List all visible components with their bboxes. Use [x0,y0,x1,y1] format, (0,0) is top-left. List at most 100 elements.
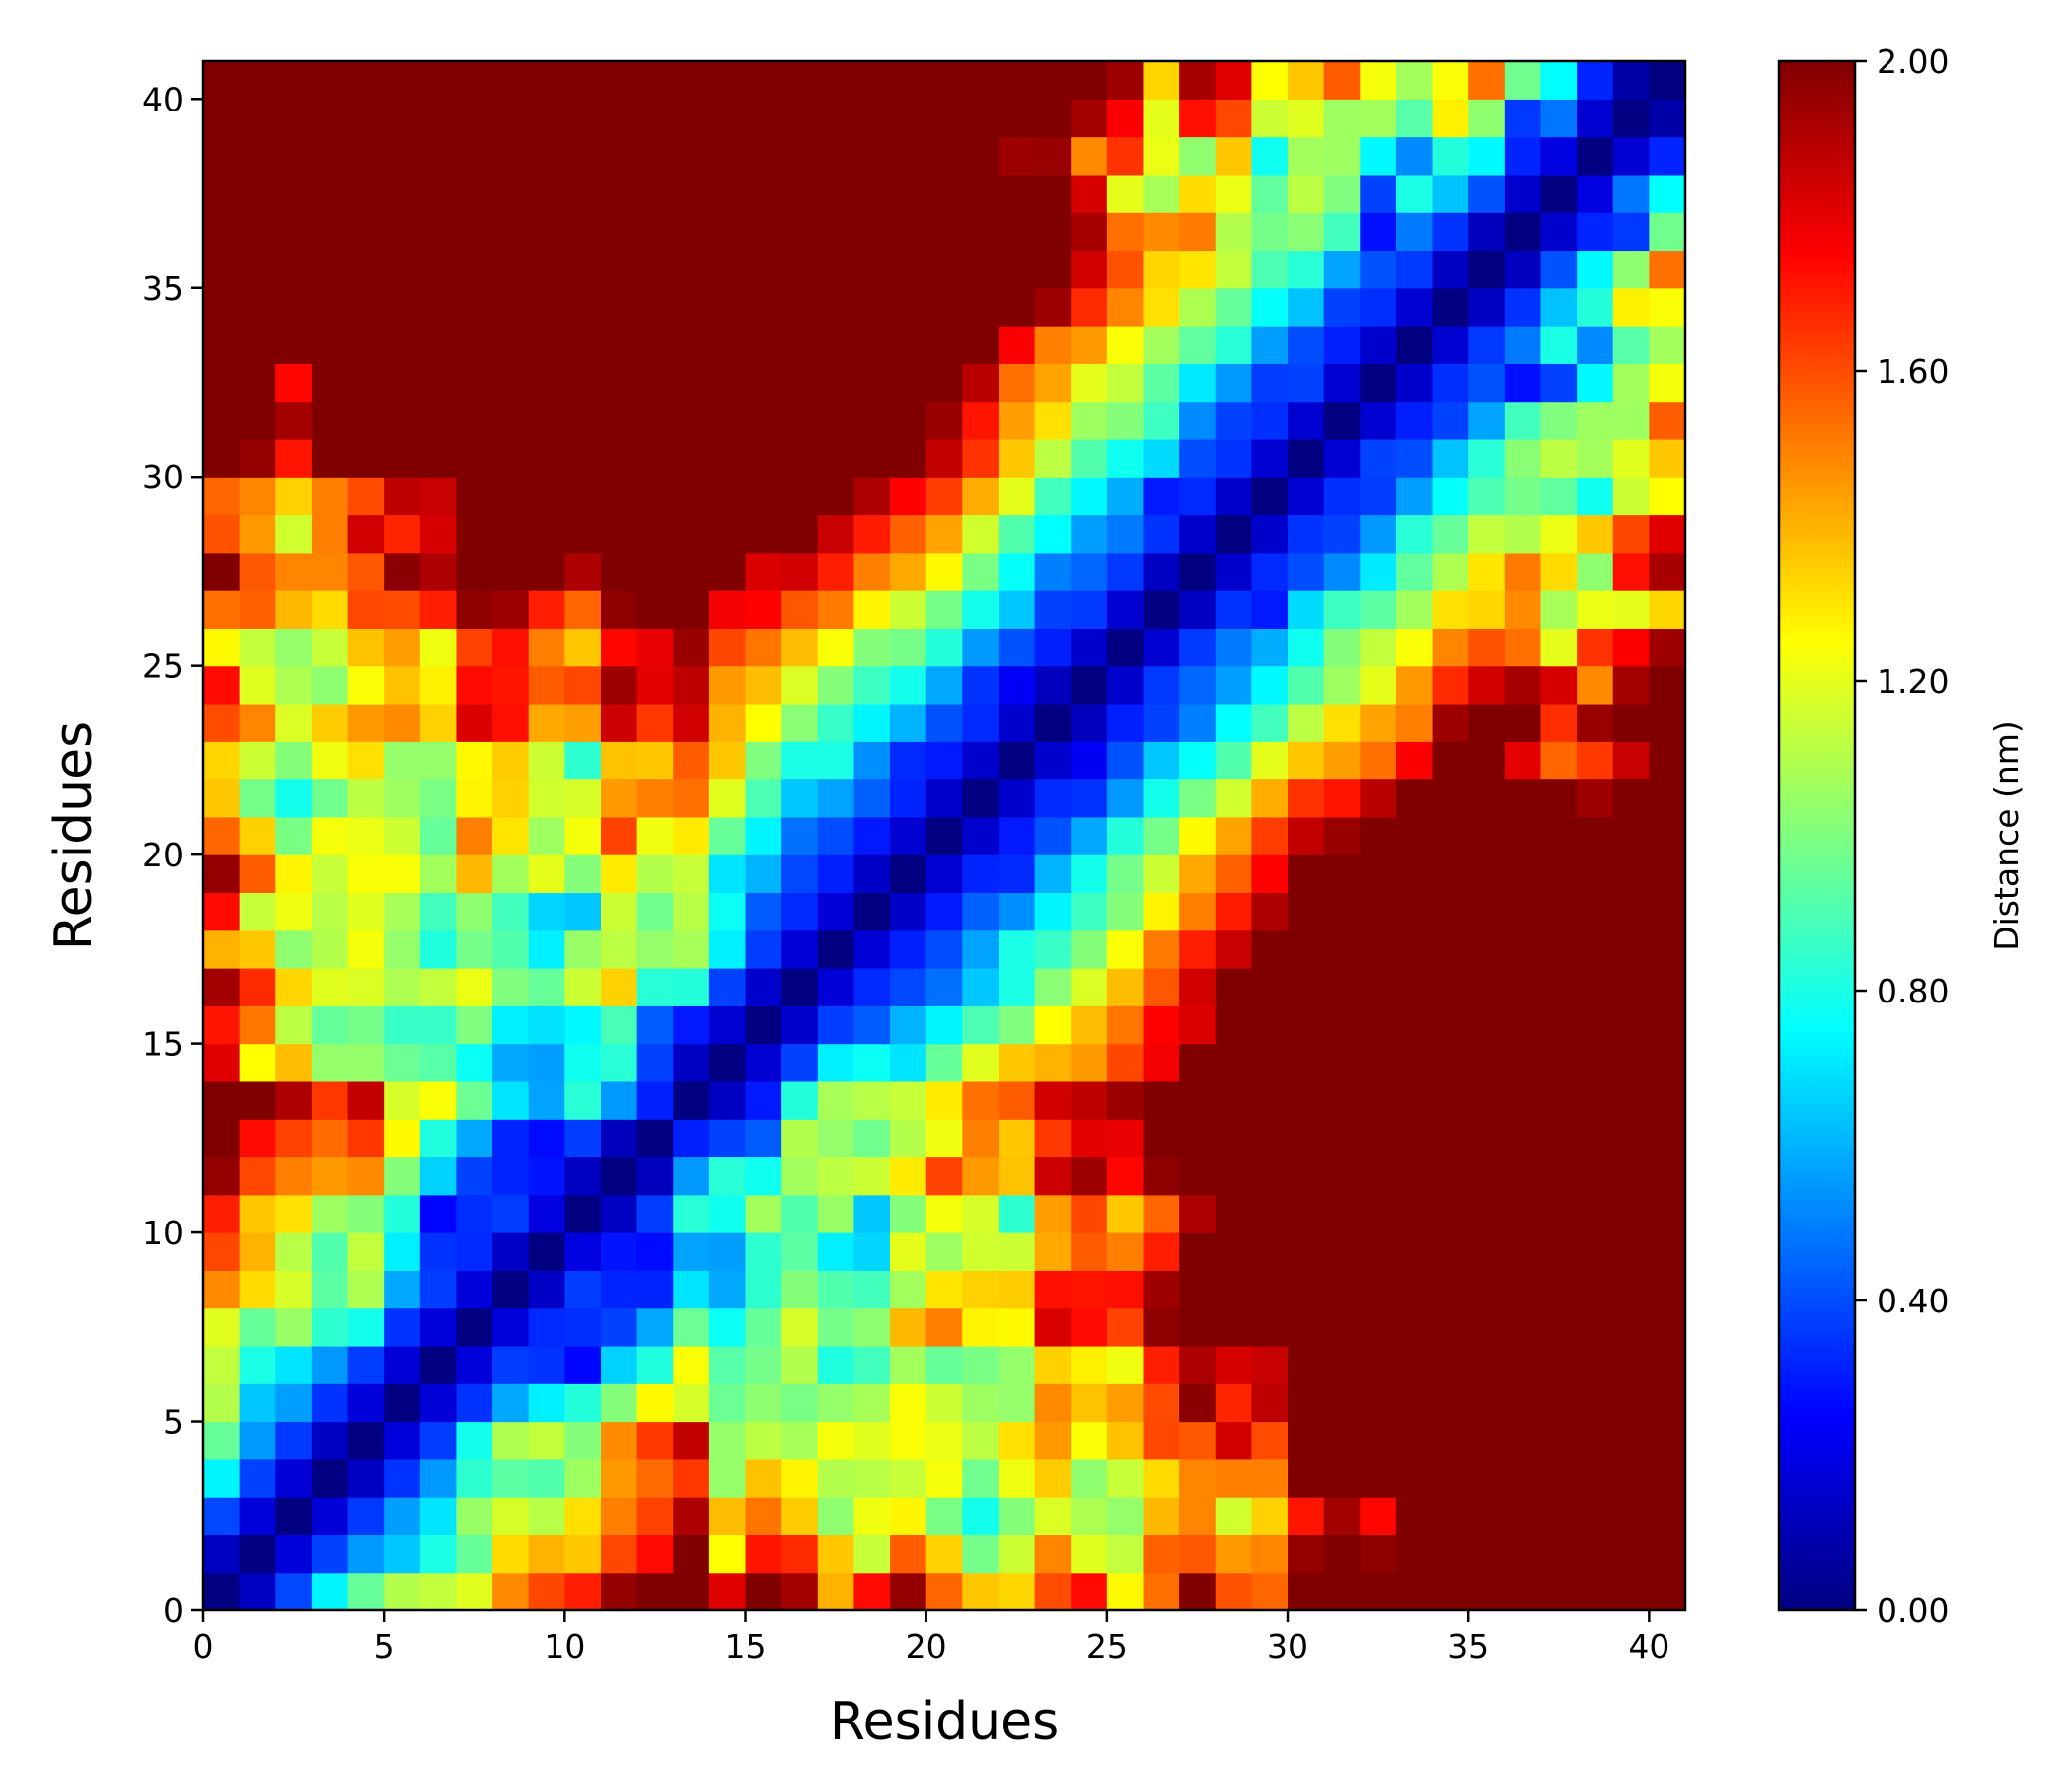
heatmap-cell [673,816,710,855]
heatmap-cell [1179,1080,1217,1120]
heatmap-cell [384,174,421,213]
heatmap-cell [1034,816,1072,855]
heatmap-cell [853,250,891,289]
heatmap-cell [203,363,241,403]
heatmap-cell [203,1270,241,1309]
heatmap-cell [1612,1383,1650,1423]
heatmap-cell [817,968,855,1006]
heatmap-cell [384,438,421,478]
heatmap-cell [636,1232,674,1271]
heatmap-cell [1649,174,1686,213]
heatmap-cell [1106,1156,1145,1196]
heatmap-cell [1215,401,1252,440]
heatmap-cell [384,99,421,138]
heatmap-cell [1577,779,1614,818]
heatmap-cell [1106,1383,1145,1423]
heatmap-cell [1179,1572,1217,1611]
heatmap-cell [419,136,458,176]
heatmap-cell [636,1383,674,1423]
heatmap-cell [1251,99,1289,138]
heatmap-cell [925,174,963,213]
heatmap-cell [636,174,674,213]
heatmap-cell [456,665,493,705]
heatmap-cell [890,287,927,327]
heatmap-cell [1395,1497,1434,1536]
heatmap-cell [890,1497,927,1536]
heatmap-cell [384,552,421,591]
heatmap-cell [1468,1345,1506,1384]
heatmap-cell [1504,1307,1542,1347]
heatmap-cell [1577,703,1614,742]
heatmap-cell [600,250,638,289]
heatmap-cell [384,477,421,516]
heatmap-cell [1288,1080,1325,1120]
heatmap-cell [962,174,999,213]
heatmap-cell [1540,1005,1578,1045]
heatmap-cell [1215,1497,1252,1536]
heatmap-cell [347,929,385,969]
heatmap-cell [1323,929,1361,969]
heatmap-cell [1612,363,1650,403]
heatmap-cell [708,1307,747,1347]
heatmap-cell [419,61,458,100]
heatmap-cell [925,703,963,742]
heatmap-cell [1034,401,1072,440]
heatmap-cell [998,892,1036,931]
heatmap-cell [962,1497,999,1536]
heatmap-cell [456,1080,493,1120]
heatmap-cell [1251,1080,1289,1120]
heatmap-cell [1540,1572,1578,1611]
heatmap-cell [1034,968,1072,1006]
heatmap-cell [528,1421,565,1460]
heatmap-cell [203,929,241,969]
x-tick-label: 0 [193,1627,214,1666]
heatmap-cell [384,136,421,176]
heatmap-cell [275,363,313,403]
heatmap-cell [1288,1270,1325,1309]
heatmap-cell [1143,174,1180,213]
heatmap-cell [384,703,421,742]
heatmap-cell [1251,1534,1289,1574]
heatmap-cell [347,703,385,742]
heatmap-cell [239,1156,276,1196]
heatmap-cell [962,363,999,403]
heatmap-cell [1577,892,1614,931]
heatmap-cell [1034,136,1072,176]
heatmap-cell [998,665,1036,705]
heatmap-cell [1360,590,1397,629]
heatmap-cell [708,665,747,705]
heatmap-cell [1179,665,1217,705]
heatmap-cell [1468,854,1506,894]
heatmap-cell [528,590,565,629]
heatmap-cell [1106,1421,1145,1460]
heatmap-cell [817,779,855,818]
heatmap-cell [962,665,999,705]
heatmap-cell [1360,1270,1397,1309]
heatmap-cell [203,212,241,252]
heatmap-cell [853,1307,891,1347]
heatmap-cell [1432,590,1469,629]
heatmap-cell [1288,1458,1325,1498]
heatmap-cell [311,665,349,705]
heatmap-cell [636,1119,674,1158]
heatmap-cell [1395,136,1434,176]
heatmap-cell [564,136,602,176]
heatmap-cell [1071,929,1108,969]
heatmap-cell [745,438,782,478]
heatmap-cell [492,1194,530,1233]
heatmap-cell [708,1345,747,1384]
heatmap-cell [708,1043,747,1082]
heatmap-cell [1468,174,1506,213]
heatmap-cell [708,1270,747,1309]
heatmap-cell [817,590,855,629]
heatmap-cell [890,136,927,176]
heatmap-cell [1612,61,1650,100]
heatmap-cell [781,174,819,213]
heatmap-cell [1577,665,1614,705]
heatmap-cell [853,1005,891,1045]
heatmap-cell [239,779,276,818]
heatmap-cell [745,816,782,855]
heatmap-cell [1323,1497,1361,1536]
heatmap-cell [1251,477,1289,516]
heatmap-cell [708,816,747,855]
